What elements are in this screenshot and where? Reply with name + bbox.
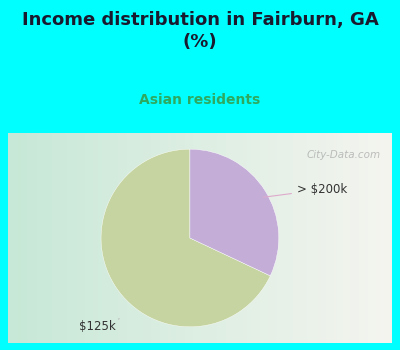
Wedge shape [190,149,279,276]
Wedge shape [101,149,270,327]
Text: > $200k: > $200k [263,183,347,197]
Text: City-Data.com: City-Data.com [306,150,380,160]
Text: $125k: $125k [79,319,119,333]
Text: Asian residents: Asian residents [139,93,261,107]
Text: Income distribution in Fairburn, GA
(%): Income distribution in Fairburn, GA (%) [22,10,378,51]
